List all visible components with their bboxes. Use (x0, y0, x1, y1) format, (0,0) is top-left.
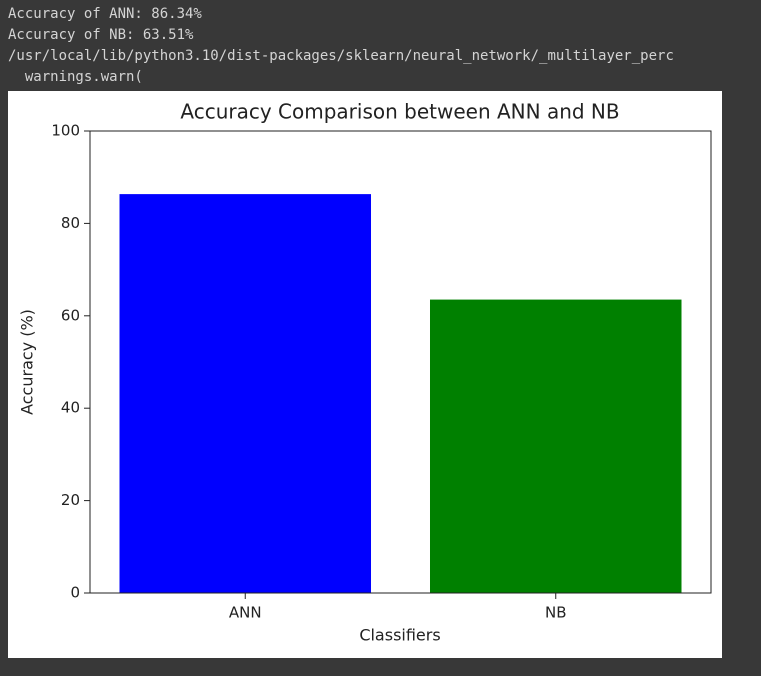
bar (429, 299, 682, 593)
y-tick-label: 20 (61, 491, 80, 509)
plot-frame (89, 130, 712, 594)
y-axis-label: Accuracy (%) (18, 309, 37, 415)
y-tick-label: 100 (51, 122, 80, 140)
x-axis-label: Classifiers (359, 626, 440, 645)
y-tick-label: 80 (61, 214, 80, 232)
console-line: warnings.warn( (8, 69, 143, 85)
x-tick-label: ANN (229, 604, 262, 622)
bar (119, 194, 372, 593)
console-line: /usr/local/lib/python3.10/dist-packages/… (8, 48, 674, 64)
console-output: Accuracy of ANN: 86.34% Accuracy of NB: 6… (8, 4, 761, 88)
x-tick-label: NB (545, 604, 567, 622)
y-tick-label: 0 (70, 584, 80, 602)
y-tick-label: 40 (61, 399, 80, 417)
console-line: Accuracy of NB: 63.51% (8, 27, 194, 43)
chart-title: Accuracy Comparison between ANN and NB (180, 100, 619, 124)
y-tick-label: 60 (61, 306, 80, 324)
console-line: Accuracy of ANN: 86.34% (8, 6, 202, 22)
chart: Accuracy Comparison between ANN and NB C… (8, 91, 722, 658)
